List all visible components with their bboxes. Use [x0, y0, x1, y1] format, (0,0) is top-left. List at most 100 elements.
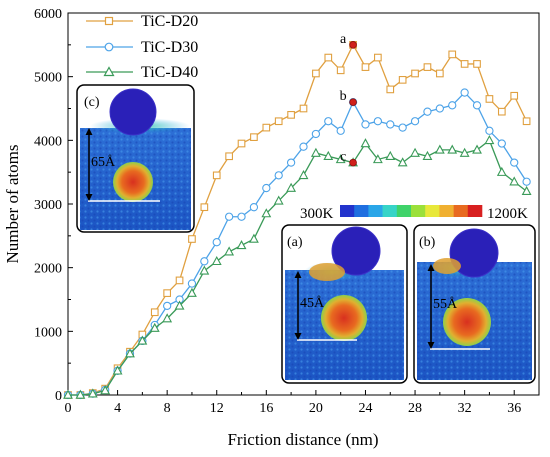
data-point-tic-d30: [373, 117, 383, 126]
data-point-tic-d30: [522, 177, 531, 186]
data-point-tic-d20: [200, 203, 209, 212]
data-point-tic-d30: [262, 183, 271, 193]
inset-c: (c) 65Å: [76, 84, 195, 233]
data-point-tic-d20: [361, 63, 370, 71]
y-axis-title: Number of atoms: [3, 145, 22, 264]
data-point-tic-d40: [224, 246, 235, 256]
x-tick-label: 20: [309, 401, 323, 416]
data-point-tic-d40: [323, 150, 334, 160]
data-point-tic-d20: [299, 104, 308, 113]
x-tick-label: 12: [210, 401, 224, 416]
inset-b-label: (b): [419, 235, 436, 250]
inset-a-tool-sphere: [331, 226, 381, 276]
colorbar-cell: [354, 205, 369, 217]
y-tick-label: 0: [55, 389, 62, 404]
annotation-point-b: [349, 98, 357, 106]
data-point-tic-d20: [250, 133, 258, 142]
data-point-tic-d20: [336, 66, 345, 75]
data-point-tic-d30: [224, 212, 234, 221]
colorbar-cell: [368, 205, 383, 217]
data-point-tic-d20: [448, 50, 457, 59]
data-point-tic-d20: [312, 69, 320, 78]
data-point-tic-d40: [484, 134, 495, 145]
data-point-tic-d30: [324, 117, 333, 126]
inset-c-scale-text: 65Å: [91, 154, 116, 170]
data-point-tic-d30: [386, 120, 395, 129]
legend-entry-d40: TiC-D40: [86, 64, 198, 81]
data-point-tic-d40: [273, 195, 284, 205]
data-point-tic-d20: [274, 117, 283, 126]
data-point-tic-d30: [336, 126, 345, 135]
data-point-tic-d30: [472, 101, 482, 110]
inset-a-tic-particle: [321, 295, 367, 341]
data-point-tic-d20: [473, 60, 481, 68]
data-point-tic-d30: [497, 139, 506, 148]
data-point-tic-d30: [485, 126, 494, 135]
colorbar-cells: [340, 205, 483, 217]
data-point-tic-d40: [286, 182, 297, 192]
data-point-tic-d20: [212, 171, 221, 180]
y-tick-label: 2000: [34, 262, 62, 277]
inset-b-tool-sphere: [449, 228, 499, 278]
x-tick-label: 36: [507, 401, 521, 416]
colorbar-max-label: 1200K: [487, 206, 528, 222]
x-tick-label: 16: [259, 401, 273, 416]
y-tick-label: 1000: [34, 325, 62, 340]
data-point-tic-d20: [435, 69, 444, 78]
data-point-tic-d20: [411, 69, 419, 78]
data-point-tic-d30: [299, 142, 308, 151]
y-tick-label: 4000: [34, 134, 62, 149]
legend-label-d20: TiC-D20: [141, 13, 198, 30]
inset-a: (a) 45Å: [281, 224, 408, 384]
data-point-tic-d20: [374, 53, 382, 62]
data-point-tic-d40: [63, 389, 73, 399]
data-point-tic-d40: [397, 157, 408, 167]
colorbar-cell: [411, 205, 426, 217]
inset-c-arrow-head-top: [85, 128, 93, 135]
inset-c-label: (c): [84, 95, 100, 110]
annotation-point-a: [349, 41, 357, 49]
colorbar-cell: [396, 205, 412, 217]
inset-b-heated-zone: [433, 258, 461, 274]
y-tick-label: 5000: [34, 71, 62, 86]
colorbar-cell: [382, 205, 398, 217]
data-point-tic-d30: [200, 257, 209, 266]
legend-entry-d30: TiC-D30: [86, 39, 198, 56]
legend: TiC-D20 TiC-D30 TiC-D40: [86, 13, 198, 81]
colorbar-min-label: 300K: [300, 206, 334, 222]
data-point-tic-d40: [236, 240, 247, 250]
colorbar-cell: [340, 205, 355, 217]
y-tick-label: 3000: [34, 198, 62, 213]
data-point-tic-d20: [510, 91, 519, 100]
data-point-tic-d40: [385, 150, 396, 160]
inset-a-label: (a): [287, 235, 303, 250]
data-point-tic-d20: [175, 276, 184, 285]
x-axis-ticks: 0 4 8 12 16 20 24 28 32 36: [65, 390, 521, 416]
y-tick-label: 6000: [34, 7, 62, 22]
inset-c-arrow-head-bottom: [85, 194, 93, 201]
data-point-tic-d40: [410, 147, 420, 157]
data-point-tic-d40: [459, 147, 470, 157]
data-point-tic-d30: [510, 158, 519, 167]
data-point-tic-d20: [497, 107, 506, 116]
x-axis-title: Friction distance (nm): [227, 430, 378, 449]
y-axis-ticks: 0 1000 2000 3000 4000 5000 6000: [34, 7, 73, 404]
data-point-tic-d20: [522, 117, 531, 126]
data-point-tic-d30: [435, 104, 444, 113]
colorbar-cell: [439, 205, 454, 217]
data-point-tic-d30: [311, 129, 321, 139]
inset-a-heated-zone: [309, 263, 345, 281]
legend-marker-d20: [104, 16, 114, 26]
data-point-tic-d30: [460, 88, 469, 97]
data-point-tic-d30: [212, 238, 221, 247]
data-point-tic-d20: [188, 235, 196, 243]
data-point-tic-d30: [398, 123, 407, 132]
data-point-tic-d40: [310, 147, 321, 157]
data-point-tic-d20: [398, 76, 407, 84]
x-tick-label: 4: [114, 401, 121, 416]
data-point-tic-d40: [100, 385, 111, 395]
data-point-tic-d30: [286, 158, 296, 167]
inset-c-tic-particle: [113, 162, 153, 202]
data-point-tic-d40: [496, 166, 507, 176]
data-point-tic-d40: [472, 144, 482, 154]
